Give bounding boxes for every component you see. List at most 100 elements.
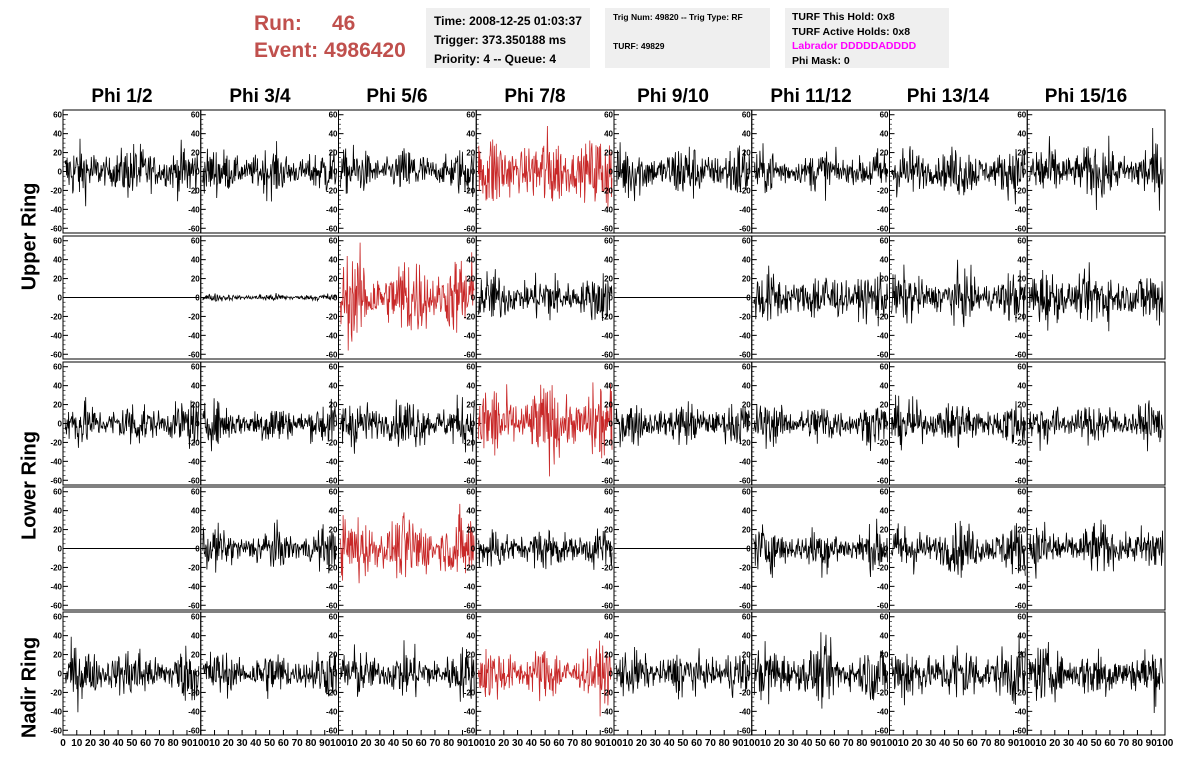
y-tick-label: 60 <box>191 237 200 246</box>
waveform-trace-r0c4 <box>615 142 751 202</box>
y-tick-label: 40 <box>53 130 62 139</box>
y-tick-label: -20 <box>1015 563 1027 572</box>
y-tick-label: 0 <box>471 168 476 177</box>
y-tick-label: 20 <box>604 149 613 158</box>
y-tick-label: 20 <box>329 275 338 284</box>
x-tick-label: 70 <box>292 738 304 749</box>
y-tick-label: 0 <box>884 294 889 303</box>
x-tick-label: 70 <box>567 738 579 749</box>
y-tick-label: -40 <box>188 205 200 214</box>
y-tick-label: -40 <box>464 205 476 214</box>
y-tick-label: 60 <box>53 613 62 622</box>
y-tick-label: 20 <box>604 651 613 660</box>
y-tick-label: -20 <box>601 312 613 321</box>
event-value: 4986420 <box>324 39 406 62</box>
x-tick-label: 20 <box>774 738 786 749</box>
y-tick-label: 0 <box>609 670 614 679</box>
x-tick-label: 80 <box>719 738 731 749</box>
x-tick-label: 20 <box>85 738 97 749</box>
x-tick-label: 100 <box>881 738 898 749</box>
y-tick-label: 40 <box>466 507 475 516</box>
y-tick-label: 60 <box>1017 613 1026 622</box>
y-tick-label: -20 <box>601 186 613 195</box>
y-tick-label: 60 <box>1017 488 1026 497</box>
y-tick-label: 60 <box>742 613 751 622</box>
y-tick-label: 60 <box>466 363 475 372</box>
y-tick-label: -20 <box>464 563 476 572</box>
waveform-trace-r1c1 <box>202 293 337 303</box>
cell-frame-r4c5 <box>751 611 890 736</box>
y-tick-label: -20 <box>1015 438 1027 447</box>
y-tick-label: -20 <box>877 186 889 195</box>
x-tick-label: 70 <box>843 738 855 749</box>
cell-frame-r0c2 <box>338 109 477 234</box>
y-tick-label: 40 <box>466 130 475 139</box>
waveform-trace-r0c2 <box>340 144 475 198</box>
waveform-trace-r0c6 <box>891 146 1026 205</box>
x-tick-label: 30 <box>237 738 249 749</box>
y-tick-label: 0 <box>58 420 63 429</box>
y-tick-label: 0 <box>195 670 200 679</box>
y-tick-label: 0 <box>471 420 476 429</box>
trig-info-box: Trig Num: 49820 -- Trig Type: RF TURF: 4… <box>605 8 770 68</box>
y-tick-label: -20 <box>50 563 62 572</box>
x-tick-label: 10 <box>1035 738 1047 749</box>
y-tick-label: 40 <box>1017 632 1026 641</box>
x-tick-label: 50 <box>126 738 138 749</box>
y-tick-label: 20 <box>1017 149 1026 158</box>
y-tick-label: 0 <box>746 670 751 679</box>
y-tick-label: 40 <box>742 382 751 391</box>
x-tick-label: 50 <box>402 738 414 749</box>
y-tick-label: -20 <box>50 438 62 447</box>
y-tick-label: 40 <box>880 632 889 641</box>
y-tick-label: 0 <box>58 294 63 303</box>
x-tick-label: 90 <box>1146 738 1158 749</box>
y-tick-label: 60 <box>191 363 200 372</box>
y-tick-label: 40 <box>329 507 338 516</box>
x-tick-label: 20 <box>1049 738 1061 749</box>
y-tick-label: -60 <box>739 601 751 610</box>
y-tick-label: -40 <box>326 707 338 716</box>
x-tick-label: 10 <box>71 738 83 749</box>
x-tick-label: 10 <box>760 738 772 749</box>
y-tick-label: 40 <box>191 130 200 139</box>
run-label: Run: <box>254 12 302 35</box>
y-tick-label: 40 <box>191 382 200 391</box>
y-tick-label: 0 <box>609 168 614 177</box>
y-tick-label: 20 <box>880 149 889 158</box>
y-tick-label: 20 <box>329 526 338 535</box>
y-tick-label: 60 <box>604 613 613 622</box>
x-tick-label: 30 <box>1063 738 1075 749</box>
y-tick-label: 40 <box>880 130 889 139</box>
y-tick-label: 60 <box>880 613 889 622</box>
x-tick-label: 40 <box>250 738 262 749</box>
y-tick-label: 20 <box>329 651 338 660</box>
y-tick-label: -40 <box>739 707 751 716</box>
y-tick-label: 20 <box>53 149 62 158</box>
x-tick-label: 90 <box>732 738 744 749</box>
y-tick-label: -20 <box>601 563 613 572</box>
waveform-trace-r2c2 <box>340 394 475 454</box>
y-tick-label: 60 <box>880 237 889 246</box>
y-tick-label: -60 <box>188 224 200 233</box>
y-tick-label: 60 <box>191 613 200 622</box>
y-tick-label: -20 <box>464 688 476 697</box>
y-tick-label: -40 <box>739 331 751 340</box>
y-tick-label: 60 <box>1017 111 1026 120</box>
waveform-trace-r1c7 <box>1028 262 1164 332</box>
y-tick-label: -60 <box>326 224 338 233</box>
y-tick-label: 40 <box>880 382 889 391</box>
x-tick-label: 40 <box>388 738 400 749</box>
y-tick-label: 60 <box>880 363 889 372</box>
x-tick-label: 50 <box>677 738 689 749</box>
y-tick-label: 20 <box>466 149 475 158</box>
y-tick-label: -60 <box>601 224 613 233</box>
y-tick-label: -20 <box>188 688 200 697</box>
y-tick-label: 60 <box>604 488 613 497</box>
y-tick-label: 40 <box>329 130 338 139</box>
y-tick-label: 0 <box>1022 670 1027 679</box>
y-tick-label: 40 <box>742 632 751 641</box>
y-tick-label: 40 <box>466 632 475 641</box>
y-tick-label: -60 <box>326 350 338 359</box>
y-tick-label: -20 <box>877 312 889 321</box>
